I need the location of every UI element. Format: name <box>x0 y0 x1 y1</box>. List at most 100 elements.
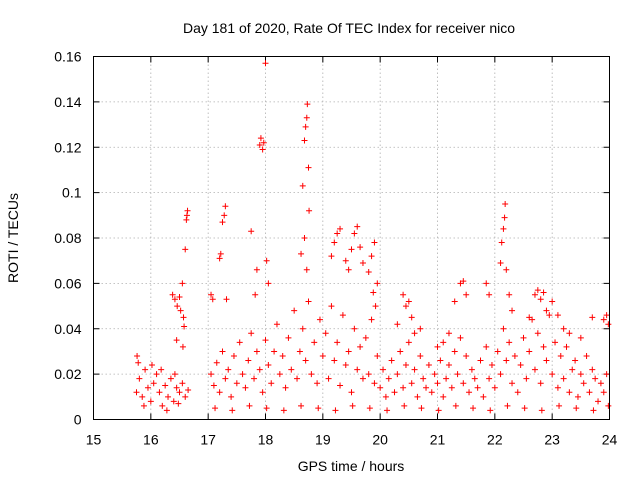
data-point <box>150 380 157 387</box>
data-point <box>179 343 186 350</box>
data-point <box>301 137 308 144</box>
data-point <box>225 366 232 373</box>
data-point <box>158 366 165 373</box>
y-tick-label: 0.16 <box>54 49 81 65</box>
data-point <box>540 343 547 350</box>
data-point <box>463 352 470 359</box>
data-point <box>531 366 538 373</box>
data-point <box>291 307 298 314</box>
data-point <box>302 123 309 130</box>
data-point <box>242 384 249 391</box>
data-point <box>580 380 587 387</box>
data-point <box>603 312 610 319</box>
data-point <box>276 371 283 378</box>
x-tick-label: 16 <box>143 432 159 448</box>
data-point <box>402 303 409 310</box>
data-point <box>184 207 191 214</box>
y-axis-ticks: 0 0.02 0.04 0.06 0.08 0.1 0.12 0.14 0.16 <box>54 49 610 428</box>
data-point <box>262 337 269 344</box>
data-point <box>466 389 473 396</box>
data-point <box>342 362 349 369</box>
data-point <box>402 362 409 369</box>
data-point <box>236 339 243 346</box>
data-point <box>265 362 272 369</box>
data-point <box>331 357 338 364</box>
data-point <box>574 393 581 400</box>
data-point <box>248 228 255 235</box>
data-point <box>147 398 154 405</box>
data-point <box>534 330 541 337</box>
data-point <box>498 239 505 246</box>
data-point <box>282 384 289 391</box>
data-point <box>259 389 266 396</box>
data-point <box>411 330 418 337</box>
data-point <box>253 266 260 273</box>
data-point <box>380 366 387 373</box>
data-point <box>256 366 263 373</box>
data-point <box>460 380 467 387</box>
data-point <box>500 225 507 232</box>
data-point <box>325 375 332 382</box>
data-point <box>153 371 160 378</box>
data-point <box>523 375 530 382</box>
data-point <box>408 314 415 321</box>
chart-title: Day 181 of 2020, Rate Of TEC Index for r… <box>183 20 515 36</box>
data-point <box>583 352 590 359</box>
data-point <box>315 405 322 412</box>
data-point <box>511 352 518 359</box>
data-point <box>563 343 570 350</box>
data-point <box>477 357 484 364</box>
data-point <box>470 405 477 412</box>
data-point <box>443 375 450 382</box>
data-point <box>506 291 513 298</box>
data-point <box>569 366 576 373</box>
data-point <box>371 239 378 246</box>
data-point <box>306 207 313 214</box>
y-tick-label: 0.1 <box>62 185 82 201</box>
data-point <box>501 214 508 221</box>
data-point <box>385 375 392 382</box>
data-point <box>263 405 270 412</box>
data-point <box>148 362 155 369</box>
data-point <box>437 357 444 364</box>
data-point <box>460 278 467 285</box>
data-point <box>263 257 270 264</box>
data-point <box>354 366 361 373</box>
data-point <box>552 339 559 346</box>
data-point <box>181 323 188 330</box>
data-point <box>452 402 459 409</box>
x-tick-label: 19 <box>315 432 331 448</box>
data-point <box>595 398 602 405</box>
data-point <box>483 280 490 287</box>
data-point <box>454 371 461 378</box>
x-tick-label: 22 <box>487 432 503 448</box>
x-tick-label: 20 <box>372 432 388 448</box>
data-point <box>420 375 427 382</box>
data-point <box>597 380 604 387</box>
data-point <box>303 114 310 121</box>
data-point <box>245 357 252 364</box>
data-point <box>177 307 184 314</box>
data-point <box>468 366 475 373</box>
data-point <box>268 380 275 387</box>
data-point <box>308 371 315 378</box>
data-point <box>175 400 182 407</box>
data-point <box>357 244 364 251</box>
data-point <box>135 359 142 366</box>
data-point <box>265 280 272 287</box>
data-point <box>491 384 498 391</box>
data-point <box>540 289 547 296</box>
data-point <box>339 312 346 319</box>
data-point <box>212 405 219 412</box>
plot-frame <box>93 56 610 420</box>
data-point <box>328 303 335 310</box>
data-point <box>185 387 192 394</box>
data-point <box>365 269 372 276</box>
data-point <box>589 314 596 321</box>
data-point <box>239 371 246 378</box>
data-point <box>222 375 229 382</box>
data-point <box>183 212 190 219</box>
data-point <box>298 402 305 409</box>
data-point <box>397 348 404 355</box>
data-point <box>372 303 379 310</box>
